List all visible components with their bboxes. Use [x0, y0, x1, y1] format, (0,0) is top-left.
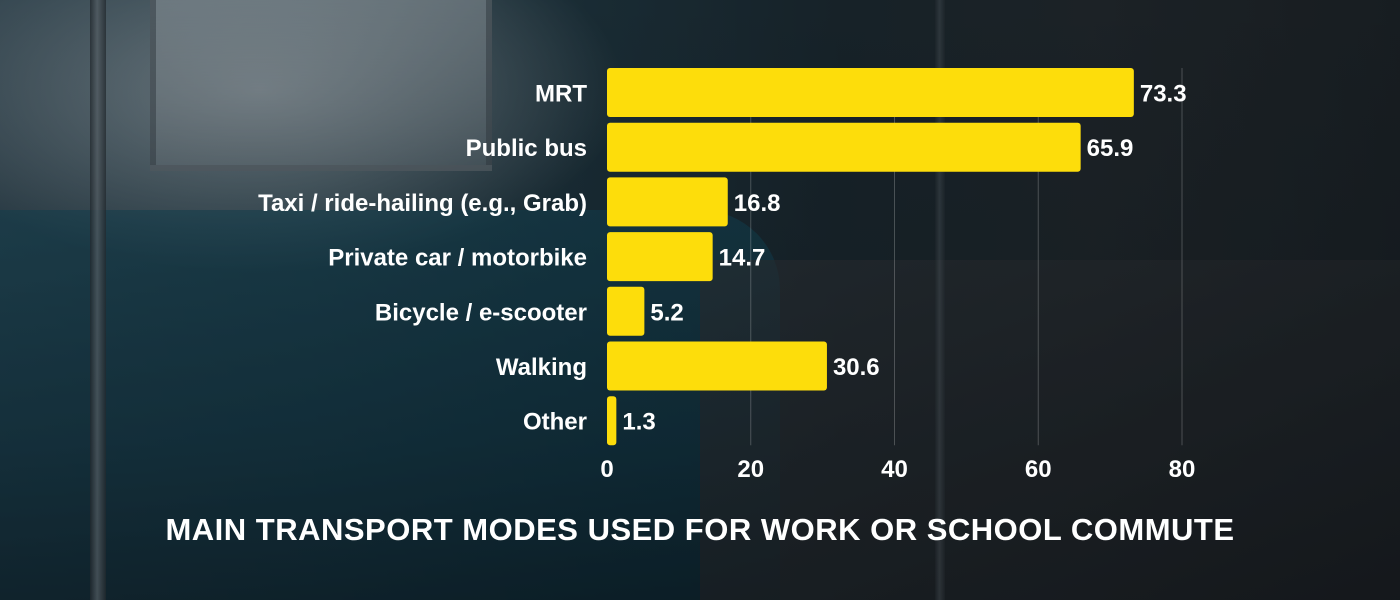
- value-label: 14.7: [719, 245, 766, 272]
- bar: [607, 68, 1134, 117]
- x-tick-label: 60: [1025, 456, 1052, 483]
- category-label: Taxi / ride-hailing (e.g., Grab): [258, 190, 587, 217]
- x-tick-label: 80: [1169, 456, 1196, 483]
- category-label: MRT: [535, 81, 587, 108]
- category-label: Public bus: [466, 135, 587, 162]
- value-labels: 73.365.9 16.8 14.7 5.2 30.6 1.3: [622, 81, 1186, 436]
- category-label: Walking: [496, 354, 587, 381]
- value-label: 65.9: [1087, 135, 1134, 162]
- value-label: 30.6: [833, 354, 880, 381]
- x-axis-ticks: 0 20 40 60 80: [600, 456, 1195, 483]
- x-tick-label: 0: [600, 456, 613, 483]
- x-tick-label: 20: [737, 456, 764, 483]
- category-label: Bicycle / e-scooter: [375, 299, 587, 326]
- bar: [607, 177, 728, 227]
- bar: [607, 232, 713, 282]
- handrail-pole: [90, 0, 106, 600]
- bar: [607, 396, 617, 446]
- value-label: 16.8: [734, 190, 781, 217]
- category-label: Private car / motorbike: [328, 245, 587, 272]
- category-labels: MRT Public bus Taxi / ride-hailing (e.g., …: [258, 81, 587, 436]
- x-tick-label: 40: [881, 456, 908, 483]
- bar: [607, 122, 1081, 172]
- chart-title: MAIN TRANSPORT MODES USED FOR WORK OR SC…: [165, 512, 1235, 547]
- handrail-pole: [935, 0, 945, 600]
- bar: [607, 341, 827, 391]
- value-label: 73.3: [1140, 81, 1187, 108]
- bar: [607, 286, 645, 336]
- bars: [607, 68, 1134, 446]
- value-label: 5.2: [650, 299, 683, 326]
- train-floor: [700, 260, 1400, 600]
- category-label: Other: [523, 409, 587, 436]
- value-label: 1.3: [622, 409, 655, 436]
- train-window: [150, 0, 492, 171]
